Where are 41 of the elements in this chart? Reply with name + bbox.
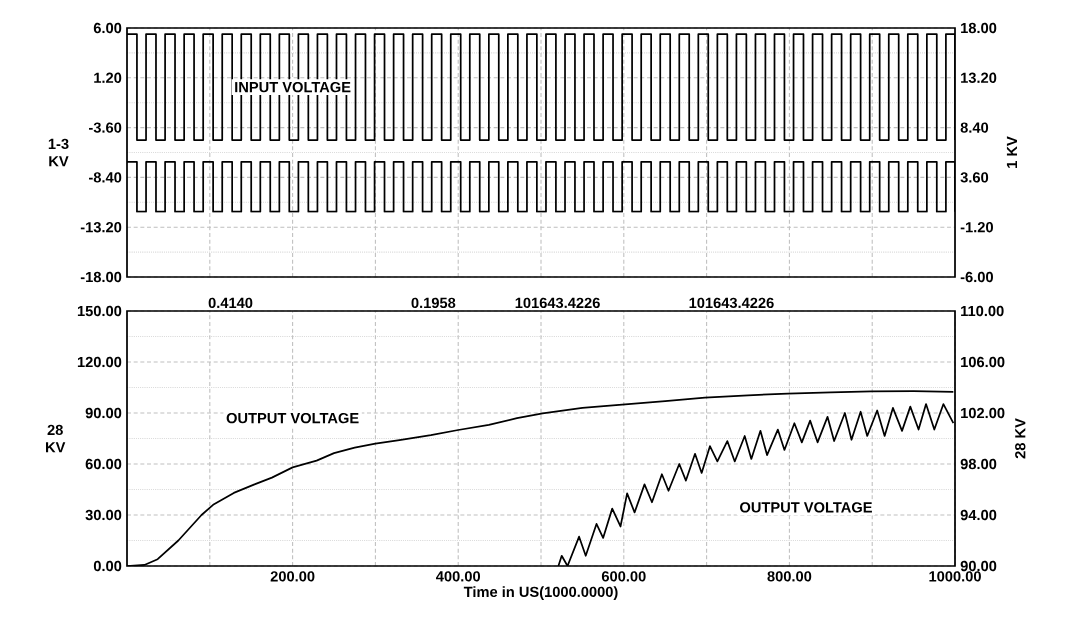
y-tick-label: 120.00 (77, 356, 122, 368)
text: 0.1958 (411, 297, 456, 309)
y2-tick-label: 18.00 (961, 22, 997, 34)
text: 0.4140 (208, 297, 253, 309)
y-axis-title: 28 KV (46, 424, 66, 453)
y-tick-label: -8.40 (88, 172, 122, 183)
x-tick-label: 200.00 (270, 571, 315, 582)
y2-tick-label: -1.20 (960, 222, 993, 233)
annotation: INPUT VOLTAGE (235, 81, 351, 93)
y2-axis-title: 28 KV (1015, 418, 1026, 459)
y2-tick-label: 106.00 (961, 356, 1005, 368)
y-tick-label: 1.20 (94, 72, 122, 83)
annotation: OUTPUT VOLTAGE (740, 502, 872, 513)
y2-tick-label: 3.60 (960, 172, 989, 183)
y2-tick-label: 13.20 (961, 72, 997, 83)
y2-tick-label: 8.40 (960, 122, 989, 133)
x-axis-title: Time in US(1000.0000) (463, 586, 618, 600)
x-tick-label: 600.00 (601, 571, 646, 582)
y2-tick-label: 98.00 (960, 458, 997, 470)
y-tick-label: 150.00 (77, 305, 122, 317)
y2-tick-label: 102.00 (961, 407, 1005, 419)
text: 101643.4226 (515, 297, 600, 309)
y-tick-label: 6.00 (93, 22, 122, 34)
y-tick-label: -13.20 (80, 222, 122, 233)
y-tick-label: 30.00 (85, 509, 122, 521)
y2-tick-label: 90.00 (960, 560, 997, 572)
y-tick-label: 0.00 (93, 560, 122, 572)
y-tick-label: -18.00 (80, 271, 122, 283)
y-tick-label: 90.00 (85, 407, 122, 419)
x-tick-label: 1000.00 (929, 571, 981, 582)
y-tick-label: -3.60 (88, 122, 122, 133)
x-tick-label: 800.00 (767, 571, 812, 582)
text: 101643.4226 (689, 297, 774, 309)
annotation: OUTPUT VOLTAGE (226, 412, 359, 424)
y2-axis-title: 1 KV (1006, 136, 1017, 168)
y2-tick-label: 94.00 (960, 509, 997, 521)
y2-tick-label: 110.00 (961, 305, 1004, 317)
y2-tick-label: -6.00 (960, 271, 993, 283)
x-tick-label: 400.00 (436, 571, 481, 582)
y-axis-title: 1-3 KV (48, 138, 69, 167)
y-tick-label: 60.00 (85, 458, 122, 470)
